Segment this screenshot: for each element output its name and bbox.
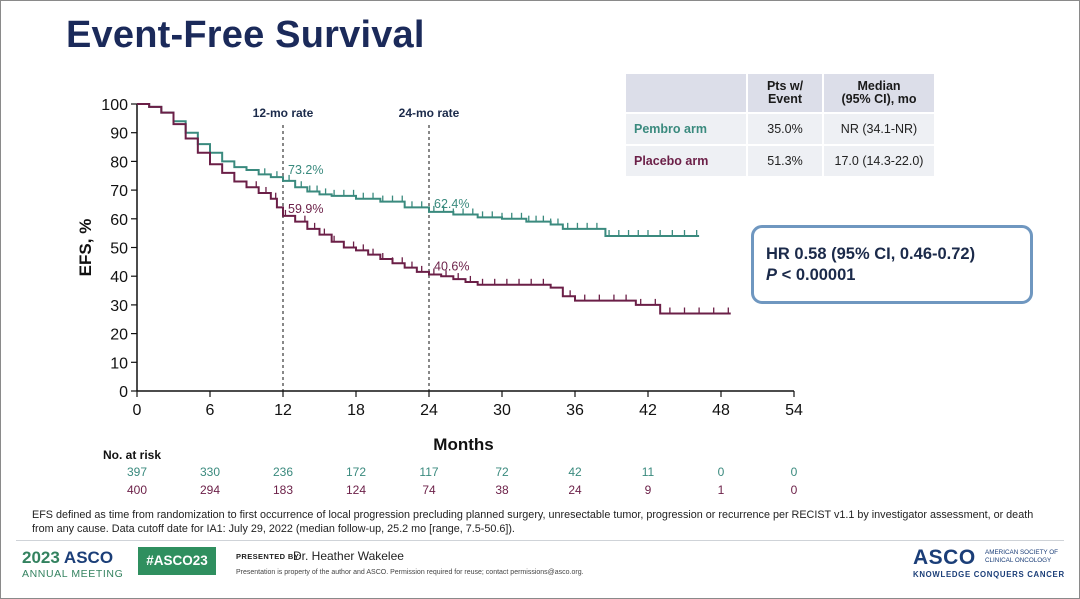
stats-median: NR (34.1-NR) (824, 114, 934, 144)
stats-header-median: Median (95% CI), mo (824, 74, 934, 112)
meeting-logo: 2023 ASCO (22, 548, 113, 568)
x-tick-label: 48 (712, 402, 730, 419)
stats-table-header: Pts w/ Event Median (95% CI), mo (626, 74, 934, 112)
stats-header-pts-event: Pts w/ Event (748, 74, 822, 112)
p-value-line: P < 0.00001 (766, 265, 1030, 286)
presented-by-label: PRESENTED BY: (236, 552, 302, 561)
y-tick-label: 60 (110, 212, 128, 229)
presenter-name: Dr. Heather Wakelee (293, 549, 404, 563)
y-tick-label: 80 (110, 154, 128, 171)
at-risk-title: No. at risk (103, 448, 161, 462)
x-tick-label: 54 (785, 402, 803, 419)
at-risk-count: 124 (346, 483, 366, 497)
at-risk-count: 0 (791, 483, 798, 497)
x-tick-label: 18 (347, 402, 365, 419)
stats-pts-event: 51.3% (748, 146, 822, 176)
rate-annotation: 73.2% (288, 163, 323, 177)
header-median-line2: (95% CI), mo (841, 92, 917, 106)
meeting-year: 2023 (22, 548, 60, 567)
stats-row-pembro: Pembro arm 35.0% NR (34.1-NR) (626, 114, 934, 144)
property-note: Presentation is property of the author a… (236, 569, 584, 576)
stats-table: Pts w/ Event Median (95% CI), mo Pembro … (624, 72, 936, 178)
at-risk-count: 183 (273, 483, 293, 497)
hashtag-badge: #ASCO23 (138, 547, 216, 575)
y-tick-label: 20 (110, 327, 128, 344)
at-risk-count: 0 (791, 465, 798, 479)
x-tick-label: 42 (639, 402, 657, 419)
stats-median: 17.0 (14.3-22.0) (824, 146, 934, 176)
p-value: < 0.00001 (777, 266, 856, 284)
survival-curve-pembro-arm (137, 103, 700, 238)
rate-annotation: 40.6% (434, 259, 469, 273)
at-risk-count: 11 (642, 465, 655, 479)
y-tick-label: 10 (110, 355, 128, 372)
at-risk-count: 38 (495, 483, 509, 497)
x-tick-label: 12 (274, 402, 292, 419)
stats-pts-event: 35.0% (748, 114, 822, 144)
stats-header-blank (626, 74, 746, 112)
survival-curve-placebo-arm (137, 103, 731, 315)
at-risk-count: 330 (200, 465, 220, 479)
x-tick-label: 36 (566, 402, 584, 419)
x-axis-title: Months (433, 435, 493, 454)
asco-logo: ASCO (913, 546, 976, 569)
y-tick-label: 100 (101, 97, 128, 114)
slide-title: Event-Free Survival (66, 14, 425, 56)
km-chart: 0 6 12 18 24 30 36 42 48 540102030405060708090100… (76, 97, 803, 497)
rate-annotation: 59.9% (288, 202, 323, 216)
at-risk-count: 9 (645, 483, 652, 497)
y-tick-label: 0 (119, 384, 128, 401)
footnote: EFS defined as time from randomization t… (32, 509, 1034, 535)
rate-annotation: 62.4% (434, 197, 469, 211)
reference-line-label: 12-mo rate (253, 106, 314, 120)
at-risk-count: 294 (200, 483, 220, 497)
at-risk-count: 400 (127, 483, 147, 497)
hazard-ratio-box: HR 0.58 (95% CI, 0.46-0.72) P < 0.00001 (751, 225, 1033, 304)
at-risk-count: 42 (568, 465, 582, 479)
stats-arm-label: Pembro arm (626, 114, 746, 144)
footer-divider (16, 540, 1064, 541)
y-tick-label: 50 (110, 241, 128, 258)
y-tick-label: 70 (110, 183, 128, 200)
at-risk-count: 117 (419, 465, 438, 479)
y-tick-label: 30 (110, 298, 128, 315)
x-tick-label: 0 (133, 402, 142, 419)
header-pts-line2: Event (767, 92, 803, 106)
stats-arm-label: Placebo arm (626, 146, 746, 176)
x-tick-label: 30 (493, 402, 511, 419)
asco-logo-subtitle: AMERICAN SOCIETY OF CLINICAL ONCOLOGY (985, 549, 1059, 564)
at-risk-count: 72 (495, 465, 509, 479)
meeting-asco: ASCO (63, 548, 114, 567)
at-risk-count: 1 (718, 483, 725, 497)
x-tick-label: 24 (420, 402, 438, 419)
meeting-name: ANNUAL MEETING (22, 568, 124, 580)
x-tick-label: 6 (206, 402, 215, 419)
at-risk-count: 24 (568, 483, 582, 497)
y-tick-label: 40 (110, 269, 128, 286)
y-tick-label: 90 (110, 126, 128, 143)
header-pts-line1: Pts w/ (766, 79, 804, 93)
at-risk-count: 236 (273, 465, 293, 479)
stats-row-placebo: Placebo arm 51.3% 17.0 (14.3-22.0) (626, 146, 934, 176)
at-risk-count: 74 (422, 483, 436, 497)
p-symbol: P (766, 266, 778, 284)
hr-line: HR 0.58 (95% CI, 0.46-0.72) (766, 245, 976, 263)
y-axis-title: EFS, % (76, 219, 95, 277)
at-risk-count: 0 (718, 465, 725, 479)
at-risk-count: 172 (346, 465, 366, 479)
at-risk-count: 397 (127, 465, 147, 479)
reference-line-label: 24-mo rate (399, 106, 460, 120)
asco-tagline: KNOWLEDGE CONQUERS CANCER (913, 570, 1065, 579)
header-median-line1: Median (857, 79, 901, 93)
